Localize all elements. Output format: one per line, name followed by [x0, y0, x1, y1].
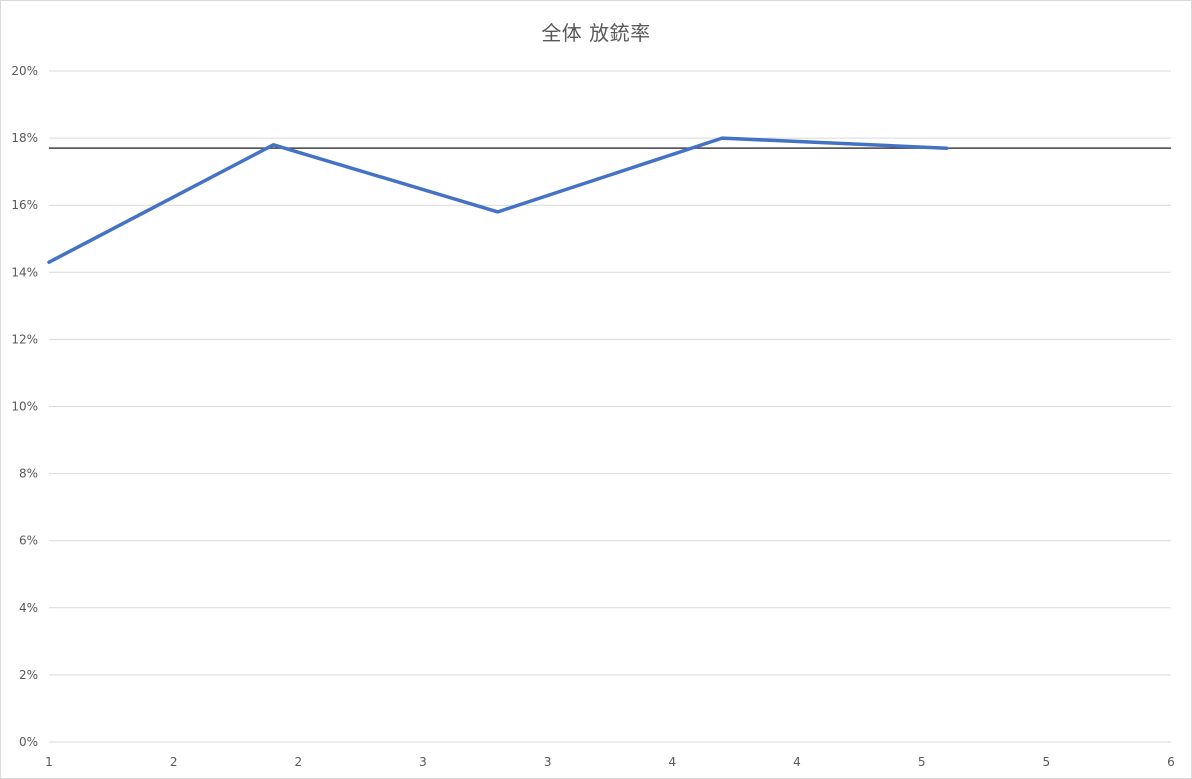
- x-tick-label: 5: [1043, 755, 1051, 769]
- y-axis-ticks: 0% 2% 4% 6% 8% 10% 12% 14% 16% 18% 20%: [11, 64, 38, 749]
- y-tick-label: 18%: [11, 131, 38, 145]
- series-layer: [47, 136, 949, 264]
- chart-title: 全体 放銃率: [541, 21, 651, 45]
- y-tick-label: 6%: [19, 534, 38, 548]
- y-tick-label: 4%: [19, 601, 38, 615]
- x-tick-label: 3: [419, 755, 427, 769]
- x-tick-label: 3: [544, 755, 552, 769]
- x-tick-label: 1: [45, 755, 53, 769]
- x-tick-label: 5: [918, 755, 926, 769]
- x-tick-label: 6: [1167, 755, 1175, 769]
- x-tick-label: 2: [170, 755, 178, 769]
- gridlines: [49, 70, 1171, 743]
- y-tick-label: 8%: [19, 467, 38, 481]
- y-tick-label: 16%: [11, 198, 38, 212]
- x-axis-ticks: 1 2 2 3 3 4 4 5 5 6: [45, 755, 1175, 769]
- y-tick-label: 10%: [11, 400, 38, 414]
- y-tick-label: 20%: [11, 64, 38, 78]
- y-tick-label: 14%: [11, 265, 38, 279]
- series-line: [47, 136, 949, 264]
- x-tick-label: 4: [793, 755, 801, 769]
- x-tick-label: 2: [295, 755, 303, 769]
- y-tick-label: 2%: [19, 668, 38, 682]
- y-tick-label: 12%: [11, 332, 38, 346]
- y-tick-label: 0%: [19, 735, 38, 749]
- x-tick-label: 4: [669, 755, 677, 769]
